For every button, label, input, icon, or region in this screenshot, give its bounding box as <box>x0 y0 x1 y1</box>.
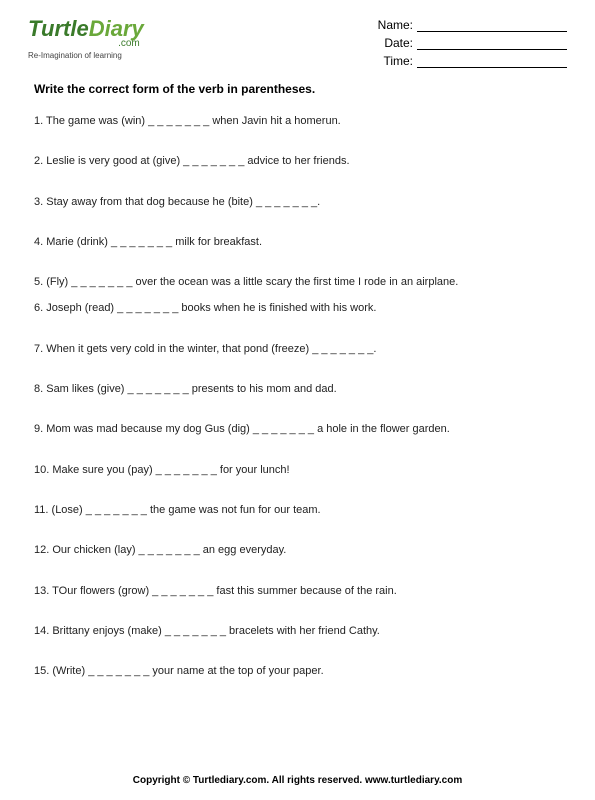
logo-main: TurtleDiary <box>28 18 144 40</box>
date-line[interactable] <box>417 38 567 50</box>
question-8: 8. Sam likes (give) _ _ _ _ _ _ _ presen… <box>28 382 567 396</box>
question-7: 7. When it gets very cold in the winter,… <box>28 342 567 356</box>
question-3: 3. Stay away from that dog because he (b… <box>28 195 567 209</box>
logo-tagline: Re-Imagination of learning <box>28 51 144 60</box>
time-row: Time: <box>378 54 567 68</box>
logo-block: TurtleDiary .com Re-Imagination of learn… <box>28 18 144 60</box>
instruction: Write the correct form of the verb in pa… <box>34 82 567 96</box>
question-1: 1. The game was (win) _ _ _ _ _ _ _ when… <box>28 114 567 128</box>
footer-copyright: Copyright © Turtlediary.com. All rights … <box>0 775 595 786</box>
question-6: 6. Joseph (read) _ _ _ _ _ _ _ books whe… <box>28 301 567 315</box>
question-2: 2. Leslie is very good at (give) _ _ _ _… <box>28 154 567 168</box>
logo-suffix: .com <box>28 38 140 49</box>
question-12: 12. Our chicken (lay) _ _ _ _ _ _ _ an e… <box>28 543 567 557</box>
question-11: 11. (Lose) _ _ _ _ _ _ _ the game was no… <box>28 503 567 517</box>
worksheet-header: TurtleDiary .com Re-Imagination of learn… <box>28 18 567 68</box>
questions-list: 1. The game was (win) _ _ _ _ _ _ _ when… <box>28 114 567 704</box>
name-line[interactable] <box>417 20 567 32</box>
date-row: Date: <box>378 36 567 50</box>
name-row: Name: <box>378 18 567 32</box>
time-line[interactable] <box>417 56 567 68</box>
question-5: 5. (Fly) _ _ _ _ _ _ _ over the ocean wa… <box>28 275 567 289</box>
question-13: 13. TOur flowers (grow) _ _ _ _ _ _ _ fa… <box>28 584 567 598</box>
question-4: 4. Marie (drink) _ _ _ _ _ _ _ milk for … <box>28 235 567 249</box>
question-14: 14. Brittany enjoys (make) _ _ _ _ _ _ _… <box>28 624 567 638</box>
question-10: 10. Make sure you (pay) _ _ _ _ _ _ _ fo… <box>28 463 567 477</box>
name-label: Name: <box>378 18 413 32</box>
student-fields: Name: Date: Time: <box>378 18 567 68</box>
date-label: Date: <box>384 36 413 50</box>
time-label: Time: <box>383 54 413 68</box>
question-9: 9. Mom was mad because my dog Gus (dig) … <box>28 422 567 436</box>
question-15: 15. (Write) _ _ _ _ _ _ _ your name at t… <box>28 664 567 678</box>
